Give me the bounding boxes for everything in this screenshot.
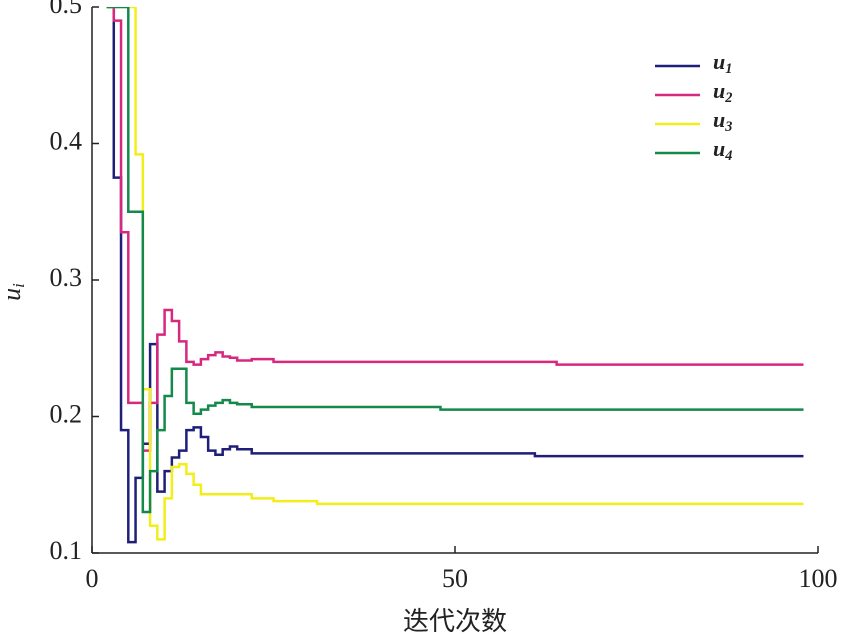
series-line [106,7,804,541]
y-tick-label: 0.5 [50,0,83,19]
legend-label: u3 [713,107,732,135]
y-tick-label: 0.4 [50,126,83,155]
series-line [106,7,804,452]
x-tick-label: 50 [442,564,468,593]
y-tick-label: 0.2 [50,399,83,428]
x-axis-label: 迭代次数 [403,607,507,636]
x-tick-label: 100 [799,564,838,593]
legend-label: u4 [713,136,732,164]
y-axis-label: ui [0,283,28,301]
x-tick-label: 0 [86,564,99,593]
series-line [106,7,804,514]
y-tick-label: 0.1 [50,536,83,565]
legend-label: u1 [713,49,732,77]
y-tick-label: 0.3 [50,263,83,292]
series-line [106,7,804,544]
legend-label: u2 [713,78,732,106]
